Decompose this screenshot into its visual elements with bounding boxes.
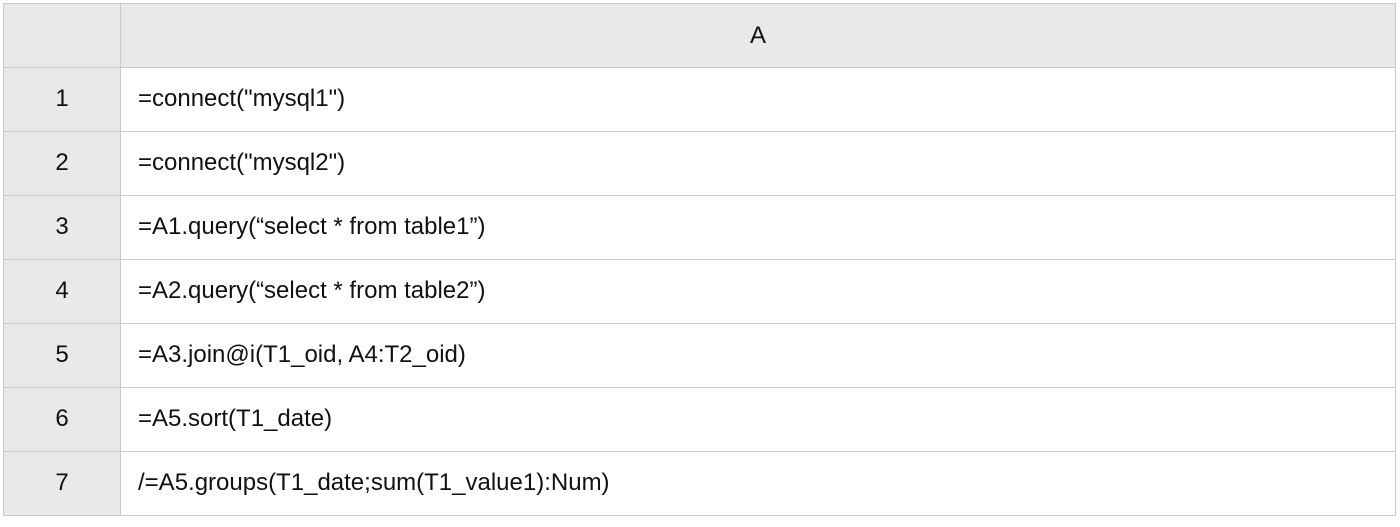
row-header-5[interactable]: 5 xyxy=(3,323,121,388)
row-header-7[interactable]: 7 xyxy=(3,451,121,516)
row-header-6[interactable]: 6 xyxy=(3,387,121,452)
table-row: 6 =A5.sort(T1_date) xyxy=(3,387,1396,452)
table-row: 1 =connect("mysql1") xyxy=(3,67,1396,132)
cell-a4[interactable]: =A2.query(“select * from table2”) xyxy=(120,259,1396,324)
column-header-a[interactable]: A xyxy=(120,3,1396,68)
row-header-4[interactable]: 4 xyxy=(3,259,121,324)
row-header-1[interactable]: 1 xyxy=(3,67,121,132)
row-number-label: 5 xyxy=(55,341,69,368)
table-row: 7 /=A5.groups(T1_date;sum(T1_value1):Num… xyxy=(3,451,1396,516)
row-number-label: 7 xyxy=(55,469,69,496)
row-number-label: 6 xyxy=(55,405,69,432)
cell-a2-formula: =connect("mysql2") xyxy=(138,149,346,176)
table-row: 2 =connect("mysql2") xyxy=(3,131,1396,196)
cell-a7[interactable]: /=A5.groups(T1_date;sum(T1_value1):Num) xyxy=(120,451,1396,516)
cell-a3-formula: =A1.query(“select * from table1”) xyxy=(138,213,486,240)
corner-cell[interactable] xyxy=(3,3,121,68)
table-row: 5 =A3.join@i(T1_oid, A4:T2_oid) xyxy=(3,323,1396,388)
cell-a5[interactable]: =A3.join@i(T1_oid, A4:T2_oid) xyxy=(120,323,1396,388)
table-row: 3 =A1.query(“select * from table1”) xyxy=(3,195,1396,260)
cell-a3[interactable]: =A1.query(“select * from table1”) xyxy=(120,195,1396,260)
row-header-2[interactable]: 2 xyxy=(3,131,121,196)
row-number-label: 2 xyxy=(55,149,69,176)
cell-a6-formula: =A5.sort(T1_date) xyxy=(138,405,333,432)
row-number-label: 3 xyxy=(55,213,69,240)
row-header-3[interactable]: 3 xyxy=(3,195,121,260)
spreadsheet-grid: A 1 =connect("mysql1") 2 =connect("mysql… xyxy=(3,3,1396,516)
table-row: 4 =A2.query(“select * from table2”) xyxy=(3,259,1396,324)
row-number-label: 1 xyxy=(55,85,69,112)
cell-a1[interactable]: =connect("mysql1") xyxy=(120,67,1396,132)
row-number-label: 4 xyxy=(55,277,69,304)
cell-a7-formula: /=A5.groups(T1_date;sum(T1_value1):Num) xyxy=(138,469,610,496)
cell-a6[interactable]: =A5.sort(T1_date) xyxy=(120,387,1396,452)
cell-a2[interactable]: =connect("mysql2") xyxy=(120,131,1396,196)
cell-a5-formula: =A3.join@i(T1_oid, A4:T2_oid) xyxy=(138,341,466,368)
cell-a1-formula: =connect("mysql1") xyxy=(138,85,346,112)
column-header-row: A xyxy=(3,3,1396,68)
cell-a4-formula: =A2.query(“select * from table2”) xyxy=(138,277,486,304)
